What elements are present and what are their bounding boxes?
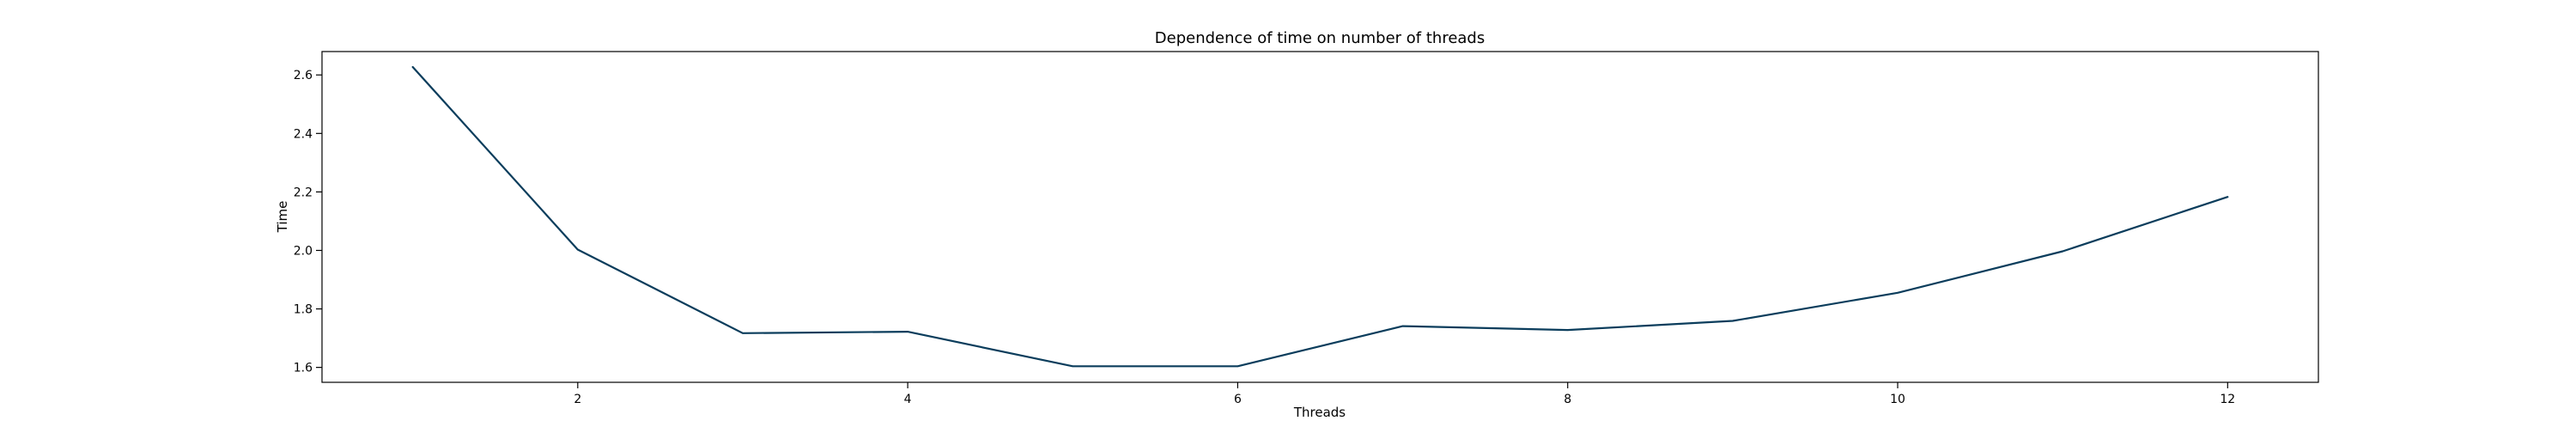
series-line <box>411 65 2229 368</box>
y-tick-label: 1.8 <box>294 303 313 317</box>
x-tick-label: 12 <box>2220 393 2235 406</box>
x-axis-label: Threads <box>1293 405 1346 420</box>
x-tick-label: 4 <box>904 393 912 406</box>
x-tick-label: 2 <box>574 393 581 406</box>
y-tick-label: 1.6 <box>294 362 313 375</box>
y-tick-label: 2.4 <box>294 127 313 141</box>
y-tick-label: 2.2 <box>294 186 313 199</box>
x-tick-label: 6 <box>1234 393 1242 406</box>
x-tick-label: 8 <box>1564 393 1571 406</box>
y-tick-label: 2.6 <box>294 69 313 82</box>
y-axis-label: Time <box>275 201 290 234</box>
x-tick-label: 10 <box>1890 393 1905 406</box>
plot-frame <box>321 51 2319 383</box>
chart-title: Dependence of time on number of threads <box>1155 29 1485 47</box>
y-tick-label: 2.0 <box>294 244 313 258</box>
